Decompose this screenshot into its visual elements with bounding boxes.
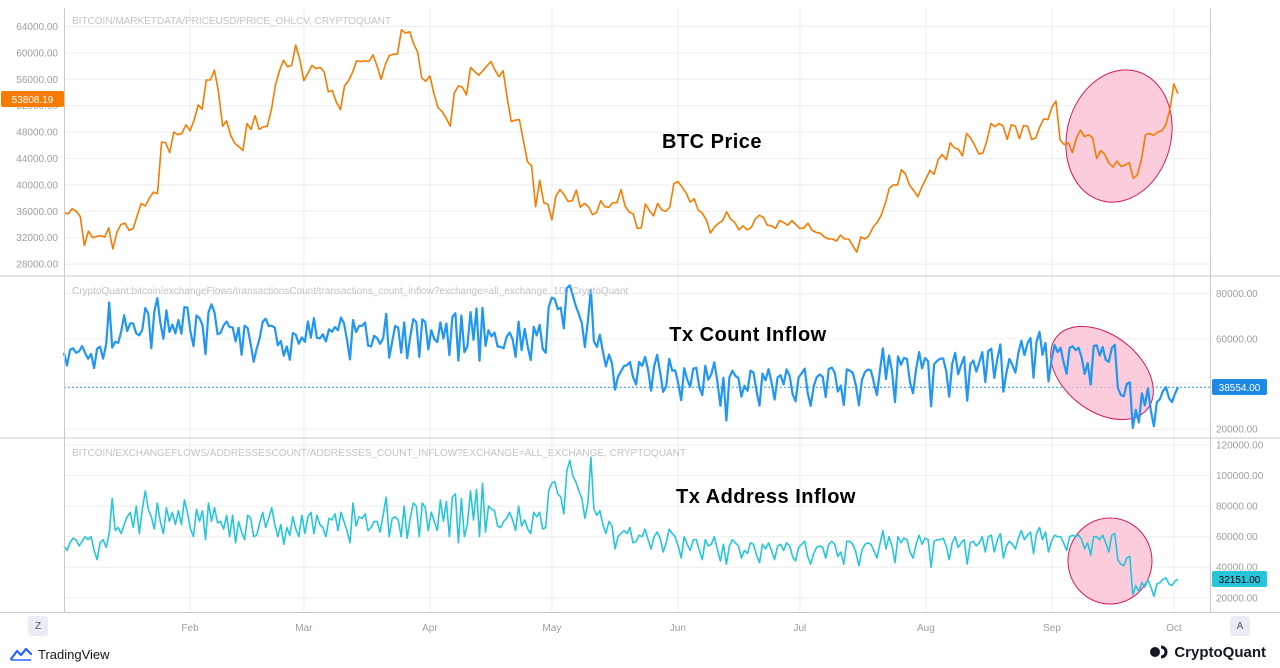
y-tick-label: 48000.00 bbox=[16, 128, 58, 139]
pane-2-source-label: CryptoQuant:bitcoin/exchangeFlows/transa… bbox=[72, 286, 628, 297]
pane-1-last-value-badge: 53808.19 bbox=[1, 91, 64, 107]
cryptoquant-logo-icon bbox=[1150, 645, 1168, 659]
y-tick-label: 28000.00 bbox=[16, 260, 58, 271]
time-axis-label: Jul bbox=[793, 623, 806, 634]
series-line-3 bbox=[63, 456, 1179, 598]
time-axis-label: May bbox=[542, 623, 561, 634]
y-tick-label: 40000.00 bbox=[1216, 563, 1258, 574]
highlight-ellipse-3 bbox=[1067, 517, 1153, 605]
pane-2-annotation: Tx Count Inflow bbox=[669, 324, 826, 346]
grid-layer bbox=[64, 8, 1210, 612]
tradingview-brand[interactable]: TradingView bbox=[10, 644, 110, 664]
y-tick-label: 44000.00 bbox=[16, 154, 58, 165]
svg-text:38554.00: 38554.00 bbox=[1219, 383, 1261, 394]
pane-2-last-value-badge: 38554.00 bbox=[1212, 379, 1267, 395]
auto-scale-button[interactable]: A bbox=[1230, 616, 1250, 636]
pane-3-last-value-badge: 32151.00 bbox=[1212, 571, 1267, 587]
svg-text:32151.00: 32151.00 bbox=[1219, 575, 1261, 586]
series-line-1 bbox=[63, 28, 1179, 253]
pane-1-source-label: BITCOIN/MARKETDATA/PRICEUSD/PRICE_OHLCV,… bbox=[72, 16, 391, 27]
y-tick-label: 20000.00 bbox=[1216, 425, 1258, 436]
y-tick-label: 100000.00 bbox=[1216, 471, 1264, 482]
series-line-2 bbox=[62, 284, 1179, 429]
y-tick-label: 80000.00 bbox=[1216, 289, 1258, 300]
y-tick-label: 32000.00 bbox=[16, 233, 58, 244]
series-layer bbox=[62, 28, 1179, 598]
time-axis-label: Sep bbox=[1043, 623, 1061, 634]
svg-text:53808.19: 53808.19 bbox=[12, 95, 54, 106]
time-axis-label: Aug bbox=[917, 623, 935, 634]
y-tick-label: 40000.00 bbox=[16, 180, 58, 191]
y-tick-label: 60000.00 bbox=[1216, 532, 1258, 543]
pane-3-annotation: Tx Address Inflow bbox=[676, 486, 856, 508]
pane-3-source-label: BITCOIN/EXCHANGEFLOWS/ADDRESSESCOUNT/ADD… bbox=[72, 448, 686, 459]
y-tick-label: 60000.00 bbox=[1216, 334, 1258, 345]
y-tick-label: 64000.00 bbox=[16, 22, 58, 33]
y-tick-label: 120000.00 bbox=[1216, 441, 1264, 452]
y-tick-label: 60000.00 bbox=[16, 48, 58, 59]
zoom-button[interactable]: Z bbox=[28, 616, 48, 636]
cryptoquant-label: CryptoQuant bbox=[1174, 643, 1266, 661]
y-tick-label: 80000.00 bbox=[1216, 502, 1258, 513]
time-axis-label: Feb bbox=[181, 623, 199, 634]
time-axis-label: Oct bbox=[1166, 623, 1182, 634]
time-axis-label: Apr bbox=[422, 623, 438, 634]
time-axis-label: Mar bbox=[295, 623, 313, 634]
pane-1-annotation: BTC Price bbox=[662, 131, 762, 153]
tradingview-label: TradingView bbox=[38, 646, 110, 662]
y-tick-label: 56000.00 bbox=[16, 75, 58, 86]
tradingview-logo-icon bbox=[10, 647, 32, 661]
highlight-layer bbox=[1050, 69, 1173, 605]
y-tick-label: 36000.00 bbox=[16, 207, 58, 218]
y-tick-label: 20000.00 bbox=[1216, 593, 1258, 604]
highlight-ellipse-1 bbox=[1065, 69, 1173, 203]
cryptoquant-brand[interactable]: CryptoQuant bbox=[1150, 641, 1266, 663]
time-axis-label: Jun bbox=[670, 623, 686, 634]
